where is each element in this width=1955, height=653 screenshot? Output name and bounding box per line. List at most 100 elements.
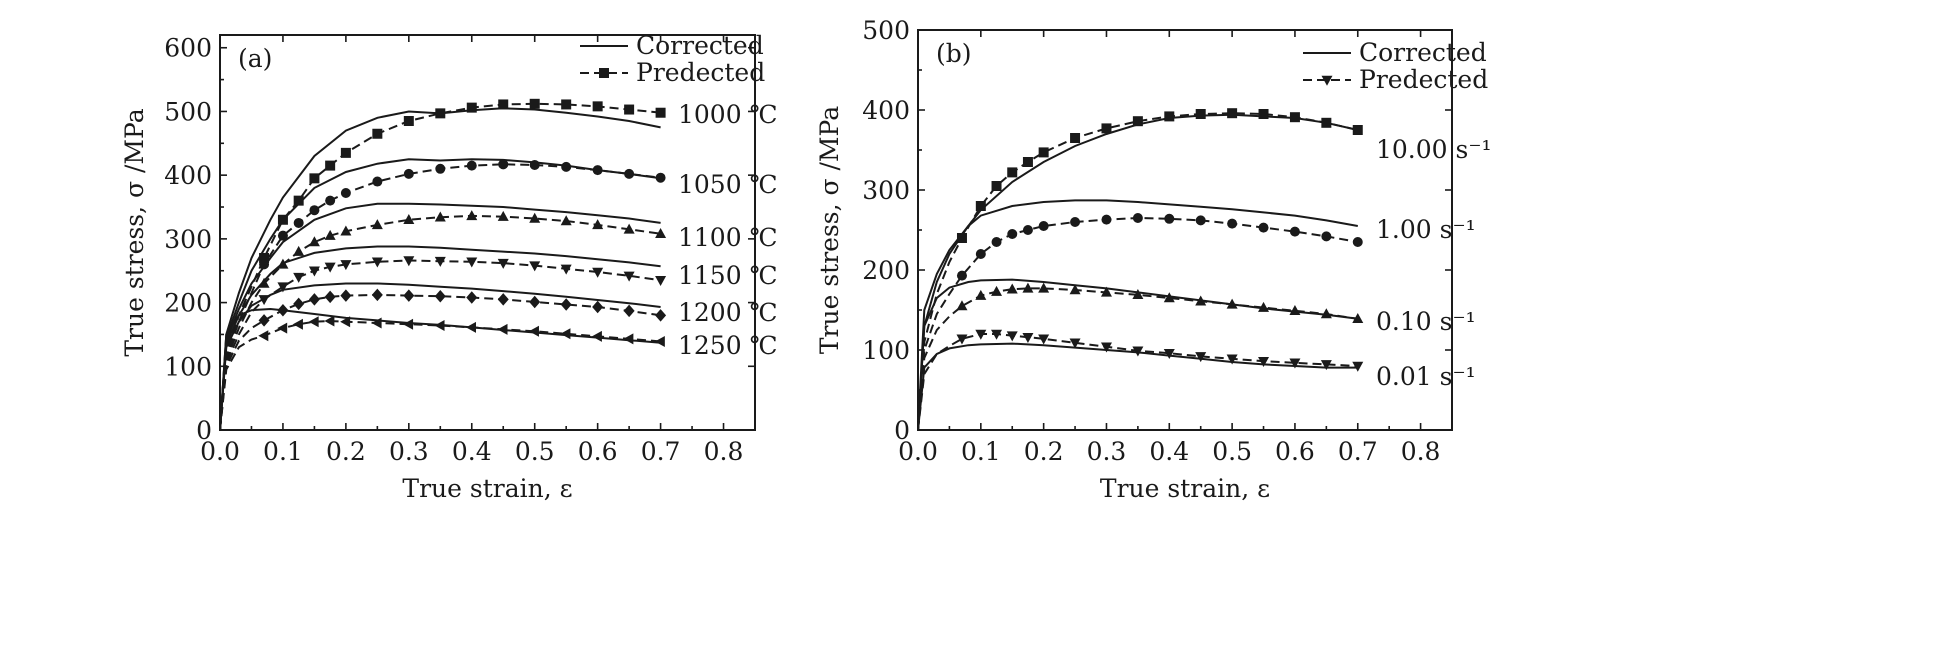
y-tick-label: 400	[164, 161, 212, 190]
predicted-point	[1258, 222, 1269, 233]
corrected-curve	[219, 202, 661, 431]
series-label: 1150 ℃	[678, 261, 778, 290]
predicted-point	[1289, 112, 1300, 123]
predicted-point	[655, 276, 667, 287]
predicted-point	[324, 290, 336, 304]
predicted-point	[1258, 356, 1270, 367]
predicted-point	[1132, 116, 1143, 127]
predicted-point	[340, 316, 351, 328]
predicted-point	[497, 210, 509, 221]
plot-frame	[219, 34, 756, 431]
predicted-point	[1195, 215, 1206, 226]
predicted-point	[529, 212, 541, 223]
predicted-point	[340, 147, 351, 158]
predicted-point	[655, 228, 667, 239]
predicted-point	[1038, 221, 1049, 231]
predicted-point	[309, 173, 320, 184]
predicted-point	[308, 293, 320, 306]
x-tick-label: 0.7	[641, 437, 681, 466]
predicted-point	[435, 108, 446, 119]
predicted-point	[325, 195, 336, 206]
predicted-point	[498, 99, 509, 110]
series-label: 10.00 s⁻¹	[1376, 135, 1492, 164]
predicted-point	[371, 288, 383, 302]
predicted-point	[991, 285, 1003, 296]
predicted-point	[435, 163, 446, 174]
panel-label: (b)	[936, 39, 972, 68]
predicted-point	[434, 211, 446, 222]
series-4: 0.01 s⁻¹	[917, 329, 1476, 431]
predicted-point	[560, 298, 572, 311]
predicted-point	[592, 219, 604, 230]
predicted-point	[991, 329, 1003, 340]
x-tick-label: 0.2	[1024, 437, 1064, 466]
series-1: 10.00 s⁻¹	[917, 108, 1492, 431]
predicted-point	[623, 271, 635, 282]
predicted-point	[956, 300, 968, 311]
predicted-point	[1352, 237, 1363, 247]
predicted-point	[1132, 346, 1144, 357]
predicted-point	[1022, 282, 1034, 293]
predicted-point	[498, 159, 509, 170]
predicted-point	[1164, 111, 1175, 122]
predicted-point	[434, 256, 446, 267]
predicted-point	[975, 329, 987, 340]
predicted-point	[560, 328, 571, 340]
x-tick-label: 0.3	[1087, 437, 1127, 466]
predicted-point	[592, 165, 603, 176]
corrected-curve	[219, 158, 661, 431]
predicted-curve	[219, 320, 661, 431]
predicted-point	[308, 236, 320, 247]
x-tick-label: 0.6	[578, 437, 618, 466]
predicted-point	[1038, 334, 1050, 345]
y-tick-label: 500	[164, 97, 212, 126]
y-tick-label: 300	[164, 225, 212, 254]
y-tick-label: 400	[862, 96, 910, 125]
predicted-point	[466, 257, 478, 268]
y-tick-label: 200	[164, 289, 212, 318]
predicted-point	[497, 323, 508, 335]
predicted-point	[1289, 226, 1300, 237]
predicted-point	[277, 322, 288, 334]
predicted-point	[497, 258, 509, 269]
predicted-point	[371, 219, 383, 230]
y-tick-label: 0	[196, 416, 212, 445]
predicted-point	[466, 160, 477, 171]
predicted-point	[528, 325, 539, 337]
predicted-point	[956, 233, 967, 243]
y-tick-label: 300	[862, 176, 910, 205]
predicted-point	[591, 330, 602, 342]
predicted-point	[324, 262, 336, 273]
predicted-point	[1227, 108, 1238, 119]
y-tick-label: 600	[164, 34, 212, 63]
predicted-point	[293, 217, 304, 228]
predicted-point	[403, 116, 414, 127]
predicted-point	[624, 104, 635, 115]
series-label: 0.01 s⁻¹	[1376, 362, 1476, 391]
predicted-point	[1069, 284, 1081, 295]
corrected-curve	[917, 199, 1358, 431]
x-tick-label: 0.2	[326, 437, 366, 466]
predicted-point	[1038, 147, 1049, 158]
series-label: 1250 ℃	[678, 331, 778, 360]
predicted-point	[258, 330, 269, 342]
y-tick-label: 200	[862, 256, 910, 285]
x-tick-label: 0.5	[515, 437, 555, 466]
y-axis-title: True stress, σ /MPa	[815, 106, 844, 354]
predicted-point	[292, 318, 303, 330]
legend-predicted-label: Predected	[636, 58, 765, 87]
predicted-point	[466, 321, 477, 333]
series-4: 1150 ℃	[219, 245, 778, 431]
predicted-point	[592, 267, 604, 278]
predicted-point	[592, 300, 604, 314]
predicted-point	[1007, 167, 1018, 178]
corrected-curve	[219, 245, 661, 431]
predicted-curve	[917, 216, 1358, 431]
predicted-point	[1132, 289, 1144, 300]
predicted-curve	[917, 333, 1358, 431]
predicted-point	[340, 260, 352, 271]
predicted-point	[561, 99, 572, 110]
predicted-point	[403, 168, 414, 179]
